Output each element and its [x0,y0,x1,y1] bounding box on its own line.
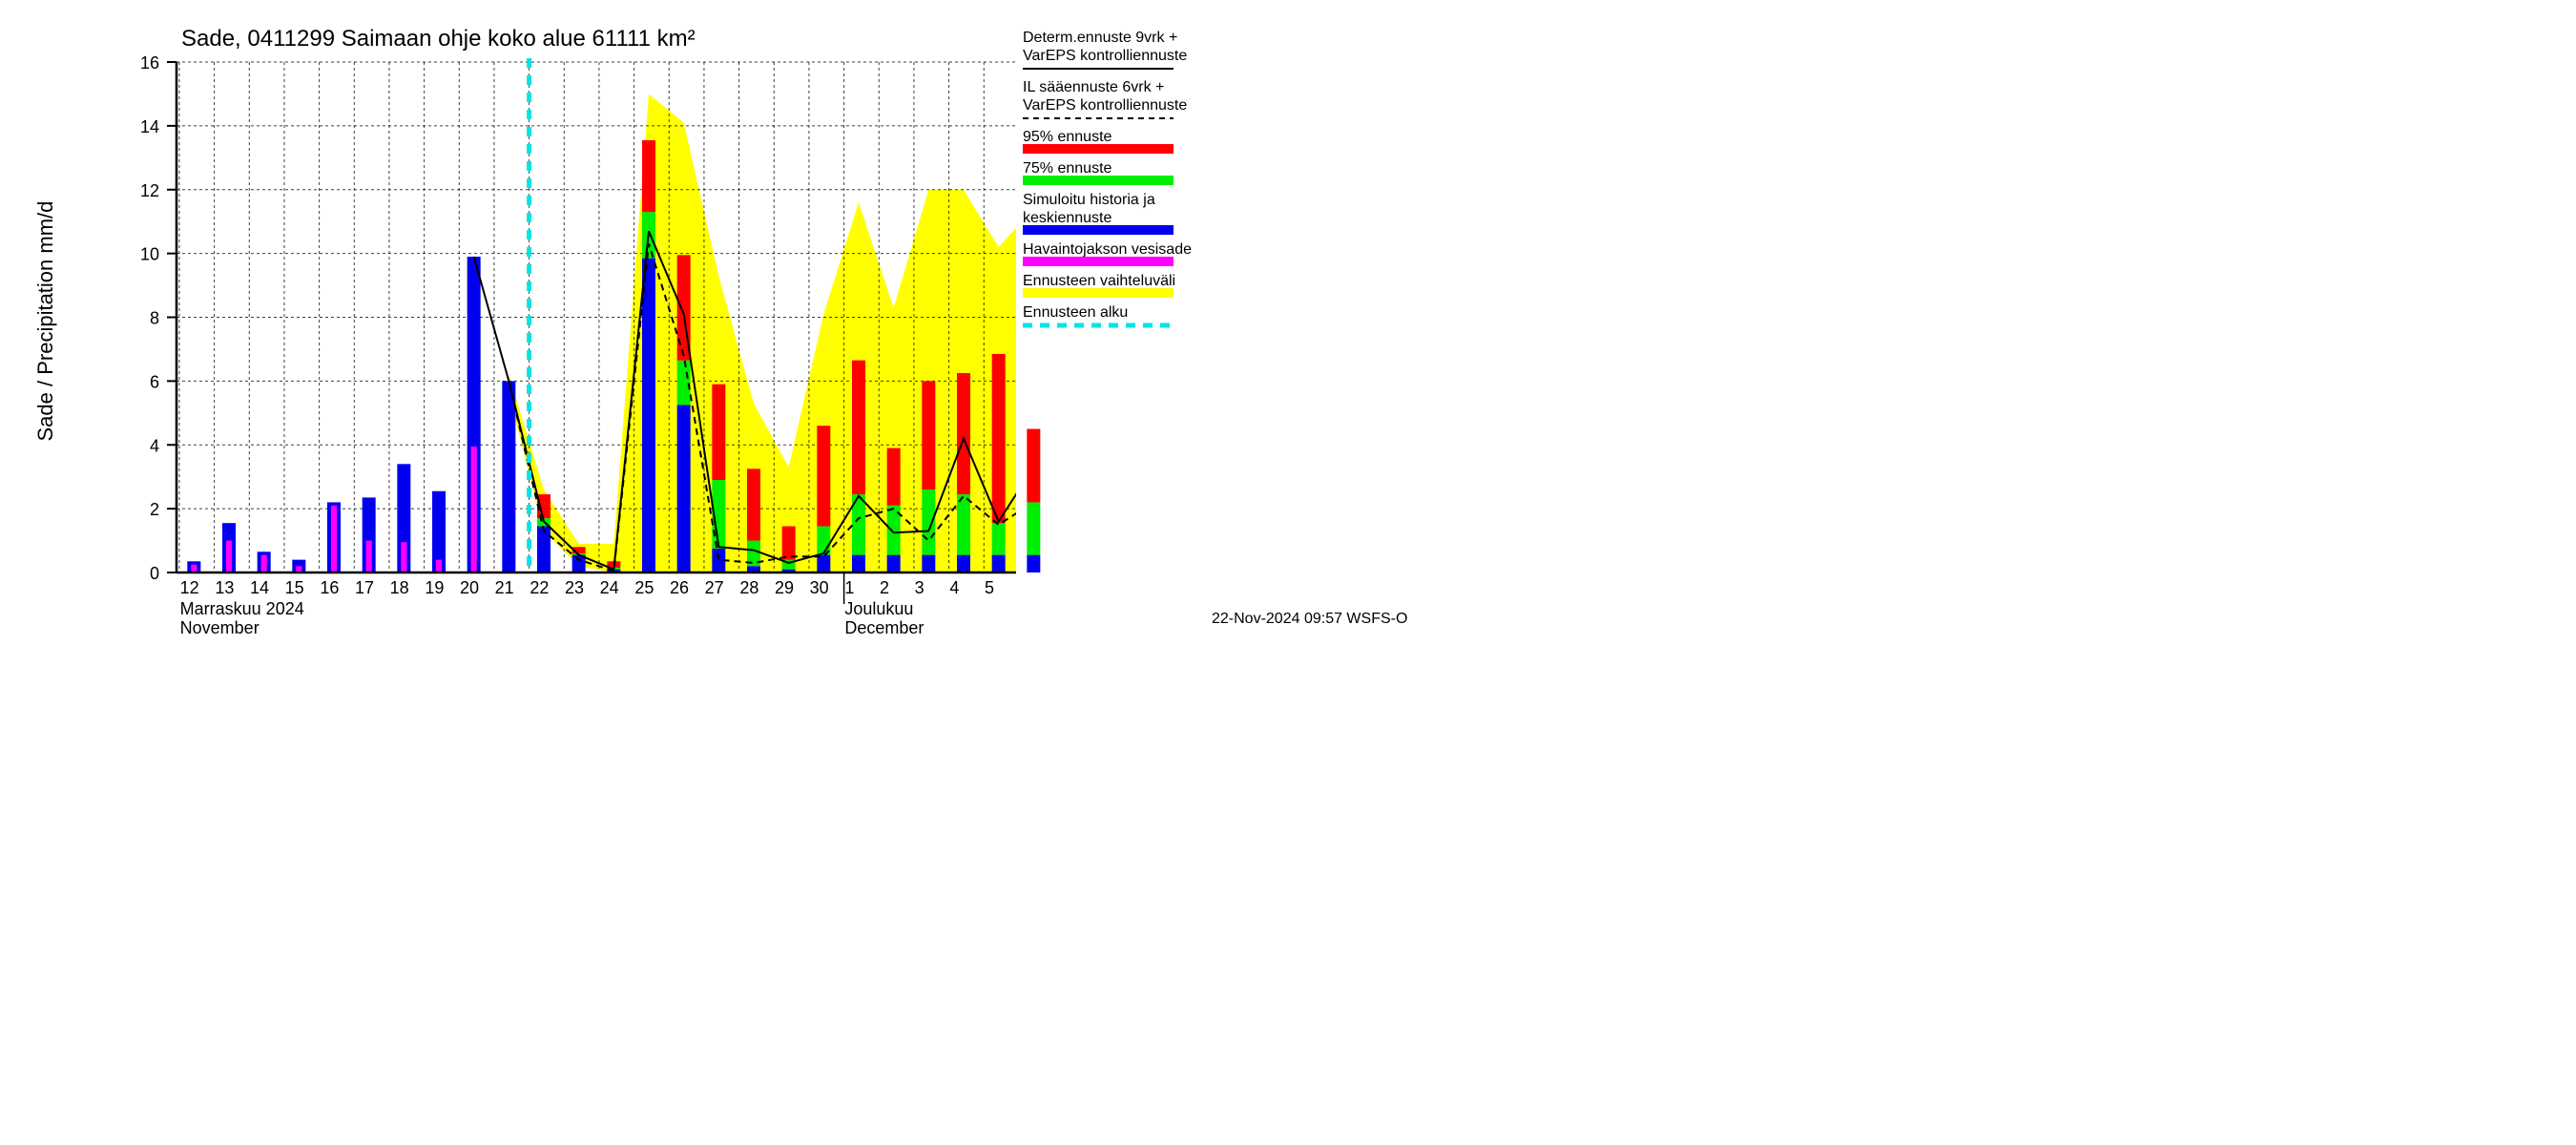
bar-blue [677,405,691,572]
bar-magenta [226,541,232,572]
bar-magenta [401,542,406,572]
bar-blue [502,381,515,572]
bar-red [957,373,970,494]
y-tick-label: 6 [150,372,159,391]
y-tick-label: 14 [140,117,159,136]
legend-label: 75% ennuste [1023,160,1112,177]
y-axis-label: Sade / Precipitation mm/d [33,201,57,442]
month-label-bottom: November [180,618,260,636]
x-tick-label: 27 [705,578,724,597]
x-tick-label: 22 [530,578,549,597]
bar-red [817,426,830,526]
x-tick-label: 15 [285,578,304,597]
bar-green [1027,502,1040,554]
bar-blue [537,527,551,572]
x-tick-label: 23 [565,578,584,597]
y-tick-label: 8 [150,309,159,328]
bar-green [677,361,691,406]
legend-label: IL sääennuste 6vrk + [1023,79,1164,95]
x-tick-label: 5 [985,578,994,597]
y-tick-label: 16 [140,53,159,73]
bar-red [1027,429,1040,503]
bar-red [852,361,865,494]
month-label-top: Marraskuu 2024 [180,599,304,618]
bar-red [642,140,655,212]
month-label-bottom: December [844,618,924,636]
bar-red [992,354,1006,523]
legend-label: VarEPS kontrolliennuste [1023,48,1187,64]
x-tick-label: 13 [215,578,234,597]
y-tick-label: 12 [140,181,159,200]
bar-magenta [331,506,337,572]
chart-title: Sade, 0411299 Saimaan ohje koko alue 611… [181,26,696,52]
bar-blue [852,555,865,572]
x-tick-label: 14 [250,578,269,597]
chart-container: 0246810121416121314151617181920212223242… [0,0,1431,636]
x-tick-label: 4 [949,578,959,597]
bar-green [992,523,1006,554]
bar-blue [642,259,655,572]
bar-red [922,381,935,489]
y-tick-label: 2 [150,500,159,519]
legend-label: Ennusteen vaihteluväli [1023,273,1175,289]
x-tick-label: 17 [355,578,374,597]
bar-blue [817,555,830,572]
legend-label: 95% ennuste [1023,129,1112,145]
precipitation-chart: 0246810121416121314151617181920212223242… [0,0,1431,636]
legend-label: Simuloitu historia ja [1023,192,1155,208]
bar-red [747,468,760,540]
month-label-top: Joulukuu [844,599,913,618]
x-tick-label: 24 [600,578,619,597]
x-tick-label: 18 [390,578,409,597]
x-tick-label: 3 [915,578,924,597]
y-tick-label: 4 [150,436,159,455]
bar-magenta [191,565,197,572]
bar-magenta [366,541,372,572]
bar-blue [1027,555,1040,572]
bar-magenta [471,447,477,572]
x-tick-label: 16 [320,578,339,597]
bar-blue [992,555,1006,572]
legend-label: Determ.ennuste 9vrk + [1023,30,1177,46]
bar-red [782,527,796,560]
x-tick-label: 26 [670,578,689,597]
legend-swatch [1023,288,1174,298]
legend-swatch [1023,225,1174,235]
bar-blue [922,555,935,572]
x-tick-label: 30 [810,578,829,597]
bar-blue [887,555,901,572]
footer-timestamp: 22-Nov-2024 09:57 WSFS-O [1212,611,1407,627]
legend-label: Ennusteen alku [1023,304,1128,321]
legend-swatch [1023,144,1174,154]
bar-red [712,385,725,480]
x-tick-label: 12 [180,578,199,597]
legend-label: Havaintojakson vesisade [1023,241,1192,258]
x-tick-label: 19 [425,578,444,597]
legend-label: keskiennuste [1023,210,1111,226]
legend-label: VarEPS kontrolliennuste [1023,97,1187,114]
bar-green [957,494,970,555]
bar-magenta [436,560,442,572]
x-tick-label: 1 [844,578,854,597]
bar-green [922,489,935,555]
x-tick-label: 20 [460,578,479,597]
bar-red [887,448,901,506]
y-tick-label: 0 [150,564,159,583]
x-tick-label: 25 [634,578,654,597]
x-tick-label: 2 [880,578,889,597]
x-tick-label: 28 [739,578,758,597]
bar-magenta [261,555,267,572]
x-tick-label: 29 [775,578,794,597]
legend-swatch [1023,176,1174,185]
x-tick-label: 21 [495,578,514,597]
bar-blue [957,555,970,572]
legend-swatch [1023,257,1174,266]
y-tick-label: 10 [140,245,159,264]
